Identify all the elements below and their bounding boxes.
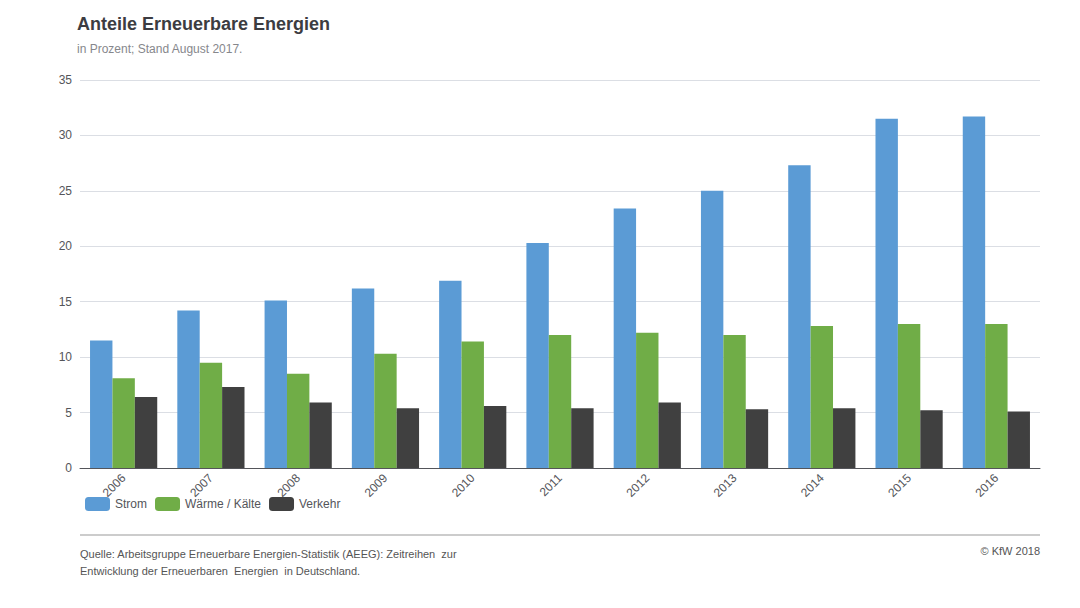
svg-text:2007: 2007 — [187, 471, 216, 500]
svg-text:2006: 2006 — [100, 471, 129, 500]
svg-text:2013: 2013 — [711, 471, 740, 500]
svg-text:in Prozent; Stand August 2017.: in Prozent; Stand August 2017. — [77, 42, 242, 56]
svg-text:25: 25 — [59, 184, 73, 198]
svg-text:2008: 2008 — [274, 471, 303, 500]
svg-text:Strom: Strom — [115, 497, 147, 511]
svg-text:2014: 2014 — [798, 471, 827, 500]
svg-text:2009: 2009 — [362, 471, 391, 500]
svg-text:Anteile Erneuerbare Energien: Anteile Erneuerbare Energien — [77, 14, 330, 34]
svg-text:Verkehr: Verkehr — [299, 497, 340, 511]
svg-text:20: 20 — [59, 239, 73, 253]
svg-text:35: 35 — [59, 73, 73, 87]
svg-text:2011: 2011 — [537, 471, 565, 499]
svg-text:Quelle: Arbeitsgruppe Erneuerb: Quelle: Arbeitsgruppe Erneuerbare Energi… — [80, 548, 457, 560]
svg-text:© KfW 2018: © KfW 2018 — [981, 545, 1040, 557]
svg-text:10: 10 — [59, 350, 73, 364]
svg-text:30: 30 — [59, 128, 73, 142]
svg-text:Entwicklung der Erneuerbaren: Entwicklung der Erneuerbaren Energien in… — [80, 565, 360, 577]
svg-text:2012: 2012 — [623, 471, 652, 500]
svg-text:Wärme / Kälte: Wärme / Kälte — [185, 497, 261, 511]
svg-text:15: 15 — [59, 295, 73, 309]
svg-text:2016: 2016 — [973, 471, 1002, 500]
svg-text:2010: 2010 — [449, 471, 478, 500]
svg-text:5: 5 — [65, 406, 72, 420]
svg-text:2015: 2015 — [885, 471, 914, 500]
svg-text:0: 0 — [65, 461, 72, 475]
